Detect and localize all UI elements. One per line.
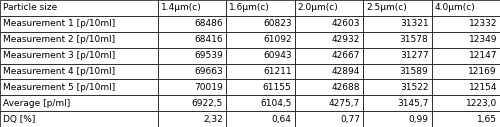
Text: Measurement 1 [p/10ml]: Measurement 1 [p/10ml] [3, 19, 115, 28]
Text: 69539: 69539 [194, 51, 223, 60]
Text: 0,77: 0,77 [340, 115, 360, 124]
Bar [226, 0, 294, 16]
Bar [294, 64, 363, 79]
Text: Measurement 2 [p/10ml]: Measurement 2 [p/10ml] [3, 35, 115, 44]
Text: 68416: 68416 [194, 35, 223, 44]
Text: 2,32: 2,32 [203, 115, 223, 124]
Bar [294, 0, 363, 16]
Text: 2.0μm(c): 2.0μm(c) [298, 3, 338, 12]
Bar [294, 48, 363, 64]
Text: 61155: 61155 [263, 83, 292, 92]
Text: 42667: 42667 [332, 51, 360, 60]
Text: 70019: 70019 [194, 83, 223, 92]
Bar [158, 48, 226, 64]
Bar [158, 0, 226, 16]
Text: Measurement 4 [p/10ml]: Measurement 4 [p/10ml] [3, 67, 115, 76]
Bar [0, 48, 158, 64]
Bar [432, 111, 500, 127]
Text: 42932: 42932 [332, 35, 360, 44]
Bar [294, 16, 363, 32]
Bar [158, 95, 226, 111]
Bar [432, 48, 500, 64]
Text: 60823: 60823 [263, 19, 292, 28]
Text: 2.5μm(c): 2.5μm(c) [366, 3, 407, 12]
Bar [294, 32, 363, 48]
Text: Average [p/ml]: Average [p/ml] [3, 99, 70, 108]
Bar [226, 95, 294, 111]
Bar [432, 64, 500, 79]
Bar [158, 64, 226, 79]
Text: 6922,5: 6922,5 [192, 99, 223, 108]
Bar [0, 32, 158, 48]
Bar [294, 79, 363, 95]
Bar [432, 95, 500, 111]
Bar [226, 64, 294, 79]
Text: 31277: 31277 [400, 51, 428, 60]
Bar [432, 0, 500, 16]
Text: 0,64: 0,64 [272, 115, 291, 124]
Bar [363, 79, 432, 95]
Bar [363, 95, 432, 111]
Bar [294, 95, 363, 111]
Text: 42603: 42603 [332, 19, 360, 28]
Text: 42894: 42894 [332, 67, 360, 76]
Text: 12332: 12332 [468, 19, 497, 28]
Text: Measurement 5 [p/10ml]: Measurement 5 [p/10ml] [3, 83, 115, 92]
Bar [0, 111, 158, 127]
Text: 31522: 31522 [400, 83, 428, 92]
Text: 12349: 12349 [468, 35, 497, 44]
Bar [432, 16, 500, 32]
Bar [363, 64, 432, 79]
Bar [158, 32, 226, 48]
Bar [0, 0, 158, 16]
Text: 12154: 12154 [468, 83, 497, 92]
Text: 61211: 61211 [263, 67, 292, 76]
Bar [363, 111, 432, 127]
Text: 69663: 69663 [194, 67, 223, 76]
Text: 61092: 61092 [263, 35, 292, 44]
Bar [158, 79, 226, 95]
Text: 12147: 12147 [468, 51, 497, 60]
Bar [158, 111, 226, 127]
Text: 31578: 31578 [400, 35, 428, 44]
Text: 31589: 31589 [400, 67, 428, 76]
Bar [226, 32, 294, 48]
Text: 31321: 31321 [400, 19, 428, 28]
Bar [158, 16, 226, 32]
Bar [432, 79, 500, 95]
Text: 1.6μm(c): 1.6μm(c) [229, 3, 270, 12]
Text: 4275,7: 4275,7 [329, 99, 360, 108]
Bar [363, 32, 432, 48]
Text: 3145,7: 3145,7 [397, 99, 428, 108]
Text: 1223,0: 1223,0 [466, 99, 497, 108]
Text: 42688: 42688 [332, 83, 360, 92]
Bar [226, 111, 294, 127]
Bar [226, 48, 294, 64]
Text: 4.0μm(c): 4.0μm(c) [434, 3, 475, 12]
Text: Particle size: Particle size [3, 3, 57, 12]
Text: 1.4μm(c): 1.4μm(c) [160, 3, 201, 12]
Text: 6104,5: 6104,5 [260, 99, 292, 108]
Text: 60943: 60943 [263, 51, 292, 60]
Bar [0, 79, 158, 95]
Text: 12169: 12169 [468, 67, 497, 76]
Bar [0, 64, 158, 79]
Text: DQ [%]: DQ [%] [3, 115, 35, 124]
Text: Measurement 3 [p/10ml]: Measurement 3 [p/10ml] [3, 51, 115, 60]
Text: 0,99: 0,99 [408, 115, 428, 124]
Bar [0, 16, 158, 32]
Bar [226, 79, 294, 95]
Bar [432, 32, 500, 48]
Text: 68486: 68486 [194, 19, 223, 28]
Bar [363, 0, 432, 16]
Bar [363, 48, 432, 64]
Bar [226, 16, 294, 32]
Bar [294, 111, 363, 127]
Bar [0, 95, 158, 111]
Bar [363, 16, 432, 32]
Text: 1,65: 1,65 [477, 115, 497, 124]
